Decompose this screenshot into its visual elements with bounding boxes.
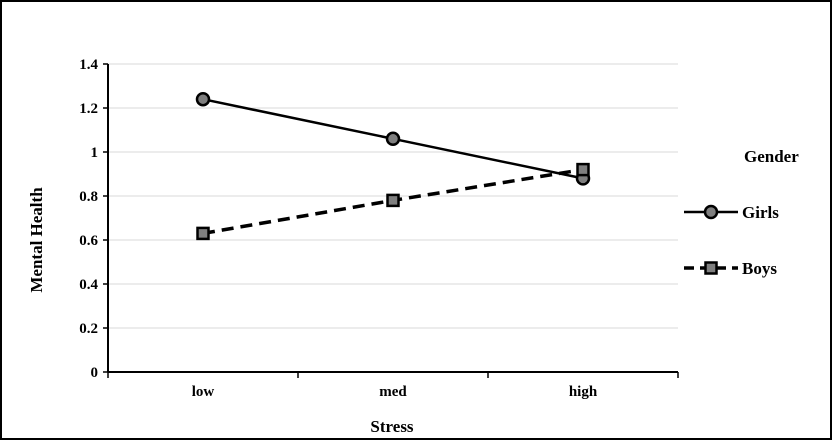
axes xyxy=(103,63,679,378)
series-girls xyxy=(195,91,591,186)
x-tick-label: med xyxy=(379,384,407,400)
y-tick-label: 0.8 xyxy=(79,189,98,205)
square-marker xyxy=(704,261,718,275)
square-marker xyxy=(386,193,400,208)
legend-item-boys: Boys xyxy=(684,259,777,278)
circle-marker xyxy=(195,91,211,107)
y-tick-label: 0.6 xyxy=(79,233,98,249)
x-tick-label: high xyxy=(569,384,598,400)
circle-marker xyxy=(385,131,401,147)
series-boys xyxy=(196,162,590,241)
y-tick-label: 0 xyxy=(91,365,99,381)
x-axis-title: Stress xyxy=(370,417,414,436)
y-tick-label: 1.4 xyxy=(79,57,98,73)
square-marker xyxy=(196,226,210,241)
legend-title: Gender xyxy=(744,147,799,166)
y-axis-title: Mental Health xyxy=(27,187,46,293)
y-tick-label: 0.4 xyxy=(79,277,98,293)
y-tick-labels: 0 0.2 0.4 0.6 0.8 1 1.2 1.4 xyxy=(79,57,98,381)
legend: Gender Girls Boys xyxy=(684,147,799,278)
y-tick-label: 0.2 xyxy=(79,321,98,337)
x-tick-label: low xyxy=(192,384,215,400)
legend-label: Boys xyxy=(742,259,777,278)
square-marker xyxy=(576,162,590,177)
legend-label: Girls xyxy=(742,203,779,222)
series-group xyxy=(195,91,591,241)
legend-item-girls: Girls xyxy=(684,203,779,222)
circle-marker xyxy=(703,204,719,220)
x-tick-labels: low med high xyxy=(192,384,598,400)
y-tick-label: 1.2 xyxy=(79,101,98,117)
y-tick-label: 1 xyxy=(91,145,99,161)
